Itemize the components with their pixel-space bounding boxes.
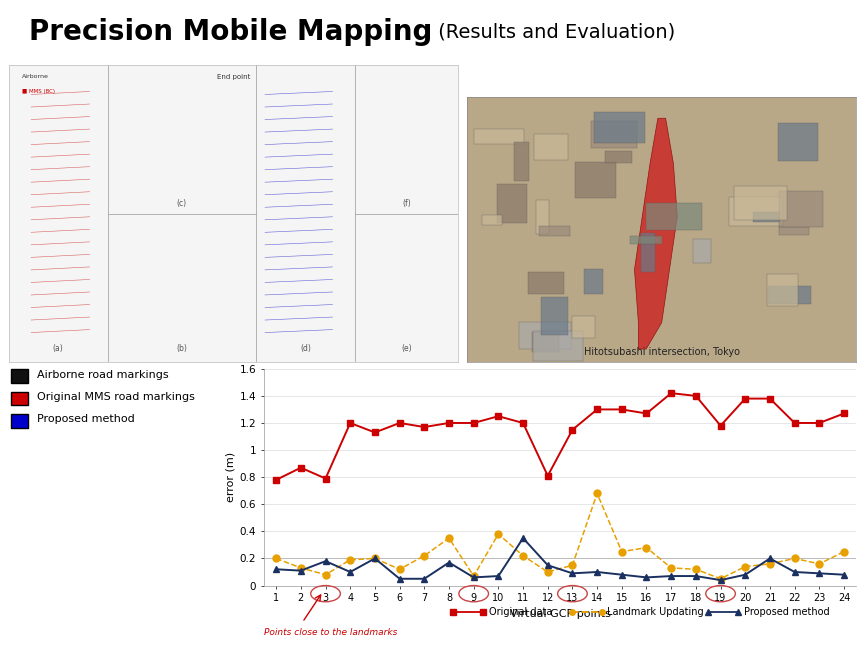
Text: Hitotsubashi intersection, Tokyo: Hitotsubashi intersection, Tokyo: [584, 347, 740, 357]
Text: (d): (d): [300, 344, 311, 353]
Polygon shape: [635, 118, 677, 349]
FancyBboxPatch shape: [528, 272, 564, 294]
FancyBboxPatch shape: [768, 286, 811, 304]
Text: Original data: Original data: [489, 607, 553, 617]
FancyBboxPatch shape: [767, 274, 798, 306]
FancyBboxPatch shape: [694, 239, 711, 263]
FancyBboxPatch shape: [474, 129, 524, 144]
Text: Original MMS road markings: Original MMS road markings: [36, 392, 195, 402]
FancyBboxPatch shape: [645, 203, 702, 230]
Text: ■ MMS (BC): ■ MMS (BC): [22, 89, 55, 94]
FancyBboxPatch shape: [778, 123, 817, 160]
Text: (b): (b): [176, 344, 187, 353]
FancyBboxPatch shape: [728, 197, 784, 226]
FancyBboxPatch shape: [10, 391, 28, 405]
FancyBboxPatch shape: [574, 162, 616, 198]
Text: Proposed method: Proposed method: [744, 607, 830, 617]
FancyBboxPatch shape: [514, 142, 529, 181]
FancyBboxPatch shape: [641, 233, 655, 272]
FancyBboxPatch shape: [779, 192, 823, 227]
Text: End point: End point: [217, 74, 250, 80]
FancyBboxPatch shape: [541, 298, 568, 335]
FancyBboxPatch shape: [734, 186, 787, 219]
FancyBboxPatch shape: [534, 135, 567, 160]
FancyBboxPatch shape: [584, 269, 603, 294]
FancyBboxPatch shape: [519, 322, 571, 349]
Text: Points close to the landmarks: Points close to the landmarks: [264, 628, 397, 637]
Text: (e): (e): [401, 344, 412, 353]
Text: (a): (a): [53, 344, 63, 353]
Y-axis label: error (m): error (m): [226, 452, 235, 502]
Text: Landmark Updating: Landmark Updating: [607, 607, 704, 617]
Text: Airborne road markings: Airborne road markings: [36, 369, 169, 380]
Text: Precision Mobile Mapping: Precision Mobile Mapping: [29, 18, 432, 46]
FancyBboxPatch shape: [10, 369, 28, 382]
X-axis label: Virtual GCP points: Virtual GCP points: [509, 609, 611, 619]
FancyBboxPatch shape: [573, 316, 594, 338]
FancyBboxPatch shape: [605, 151, 631, 163]
FancyBboxPatch shape: [533, 331, 583, 361]
FancyBboxPatch shape: [591, 121, 637, 148]
Text: Proposed method: Proposed method: [36, 414, 135, 424]
FancyBboxPatch shape: [536, 199, 549, 234]
FancyBboxPatch shape: [540, 226, 570, 237]
FancyBboxPatch shape: [778, 227, 809, 236]
FancyBboxPatch shape: [631, 236, 662, 245]
Text: Airborne: Airborne: [22, 74, 49, 79]
FancyBboxPatch shape: [497, 184, 527, 223]
FancyBboxPatch shape: [593, 113, 645, 143]
FancyBboxPatch shape: [753, 212, 780, 222]
Text: (c): (c): [176, 199, 187, 208]
FancyBboxPatch shape: [10, 414, 28, 428]
FancyBboxPatch shape: [532, 332, 559, 352]
Text: (f): (f): [402, 199, 411, 208]
FancyBboxPatch shape: [483, 215, 502, 225]
Text: (Results and Evaluation): (Results and Evaluation): [432, 23, 676, 41]
